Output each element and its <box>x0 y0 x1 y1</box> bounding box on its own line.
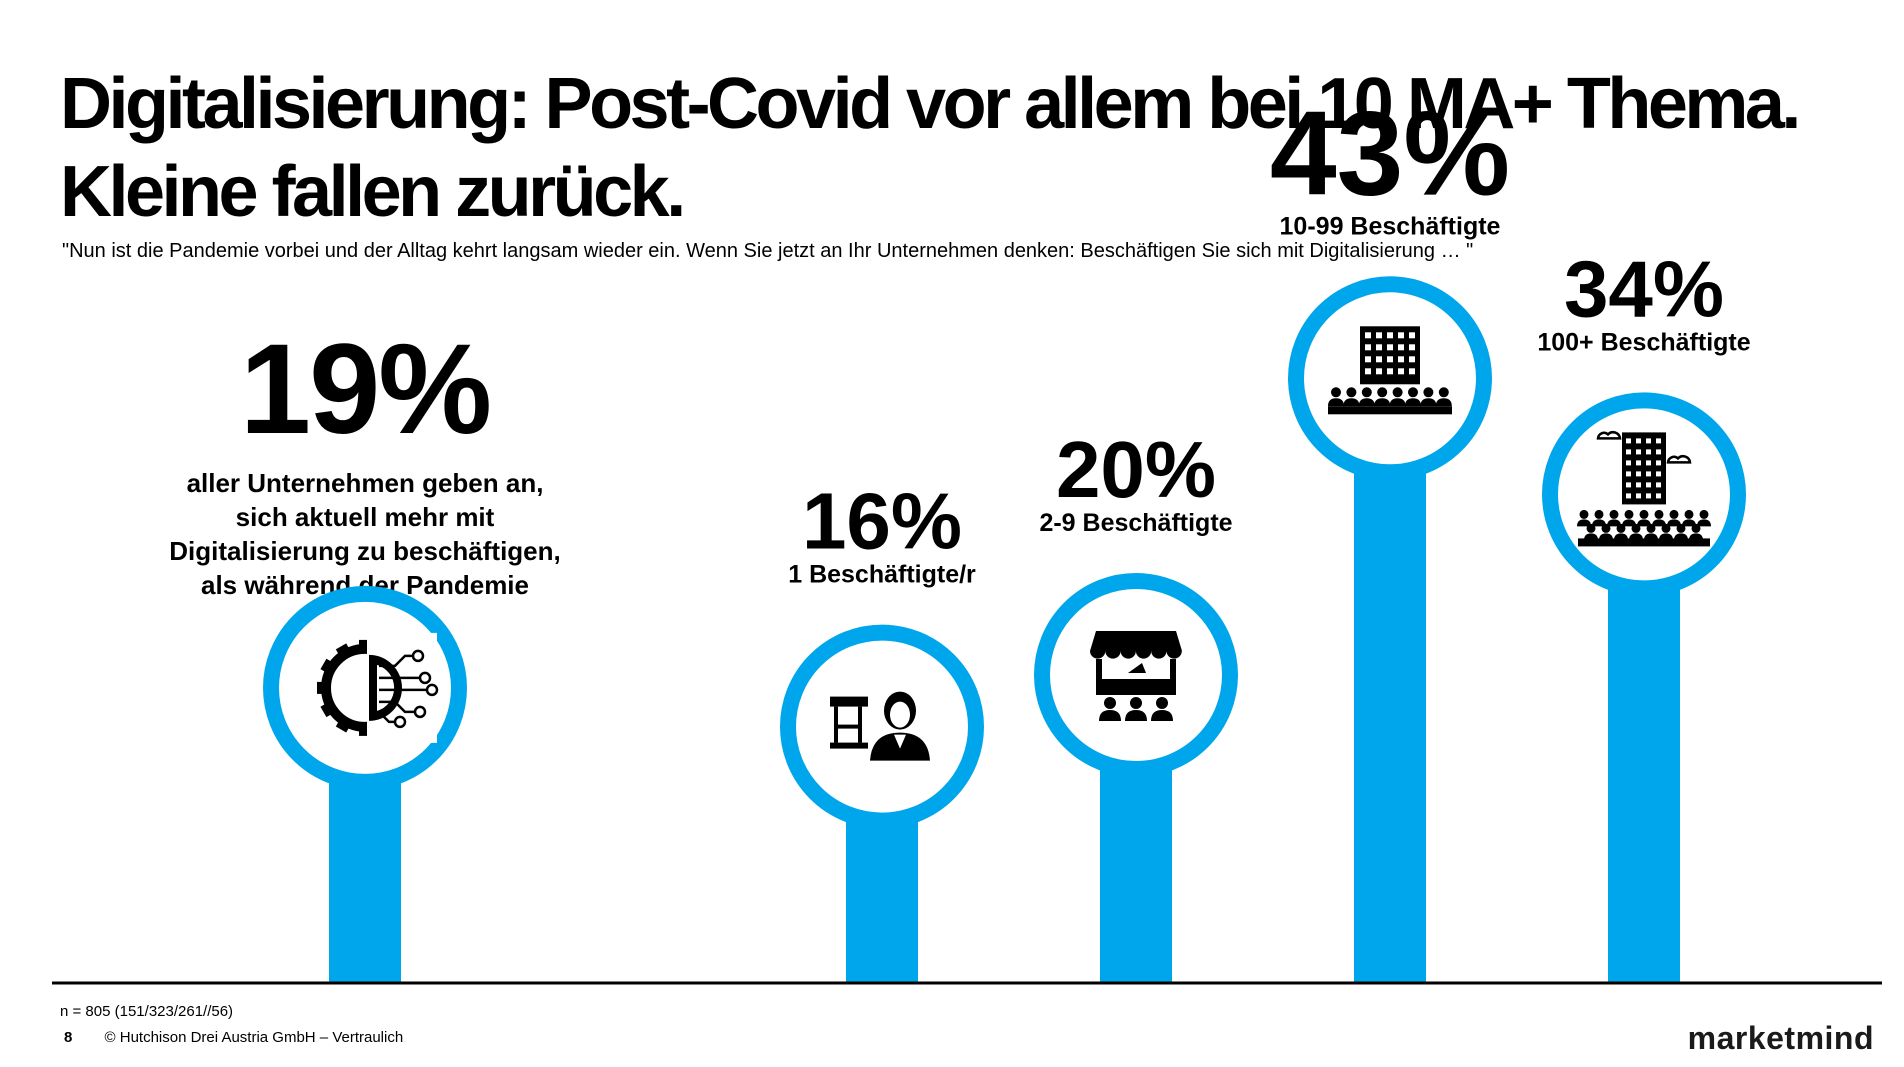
overall-value-label: 19% <box>239 318 492 461</box>
single-shop-owner-icon <box>830 691 930 761</box>
value-label: 43% <box>1270 86 1510 220</box>
overall-description-line: Digitalisierung zu beschäftigen, <box>169 536 561 566</box>
value-label: 16% <box>802 477 962 566</box>
sample-size-note: n = 805 (151/323/261//56) <box>60 1003 234 1020</box>
overall-description-line: sich aktuell mehr mit <box>235 502 495 532</box>
category-2-ring <box>1034 573 1238 777</box>
value-label: 34% <box>1564 244 1724 333</box>
copyright-text: © Hutchison Drei Austria GmbH – Vertraul… <box>104 1029 404 1046</box>
skyscraper-crowd-icon <box>1577 431 1711 547</box>
page-title: Digitalisierung: Post-Covid vor allem be… <box>60 60 1860 236</box>
category-label: 1 Beschäftigte/r <box>788 561 976 589</box>
overall-description: aller Unternehmen geben an, sich aktuell… <box>130 466 600 602</box>
title-line-2: Kleine fallen zurück. <box>60 152 686 232</box>
page-number: 8 <box>64 1029 73 1046</box>
category-4-bar <box>1608 544 1680 983</box>
title-line-1: Digitalisierung: Post-Covid vor allem be… <box>60 64 1801 144</box>
overall-marker <box>263 585 467 983</box>
digital-gear-icon <box>317 632 439 743</box>
overall-description-line: aller Unternehmen geben an, <box>186 468 544 498</box>
survey-question: "Nun ist die Pandemie vorbei und der All… <box>62 240 1474 262</box>
category-3-bar <box>1354 428 1426 983</box>
value-label: 20% <box>1056 425 1216 514</box>
category-label: 2-9 Beschäftigte <box>1039 509 1232 537</box>
footer: 8 © Hutchison Drei Austria GmbH – Vertra… <box>64 1029 403 1046</box>
category-label: 10-99 Beschäftigte <box>1280 212 1501 240</box>
brand-logo: marketmind <box>1687 1020 1874 1056</box>
category-label: 100+ Beschäftigte <box>1537 328 1750 356</box>
building-crowd-icon <box>1328 326 1452 415</box>
market-stall-icon <box>1090 631 1182 721</box>
category-1-ring <box>780 624 984 829</box>
